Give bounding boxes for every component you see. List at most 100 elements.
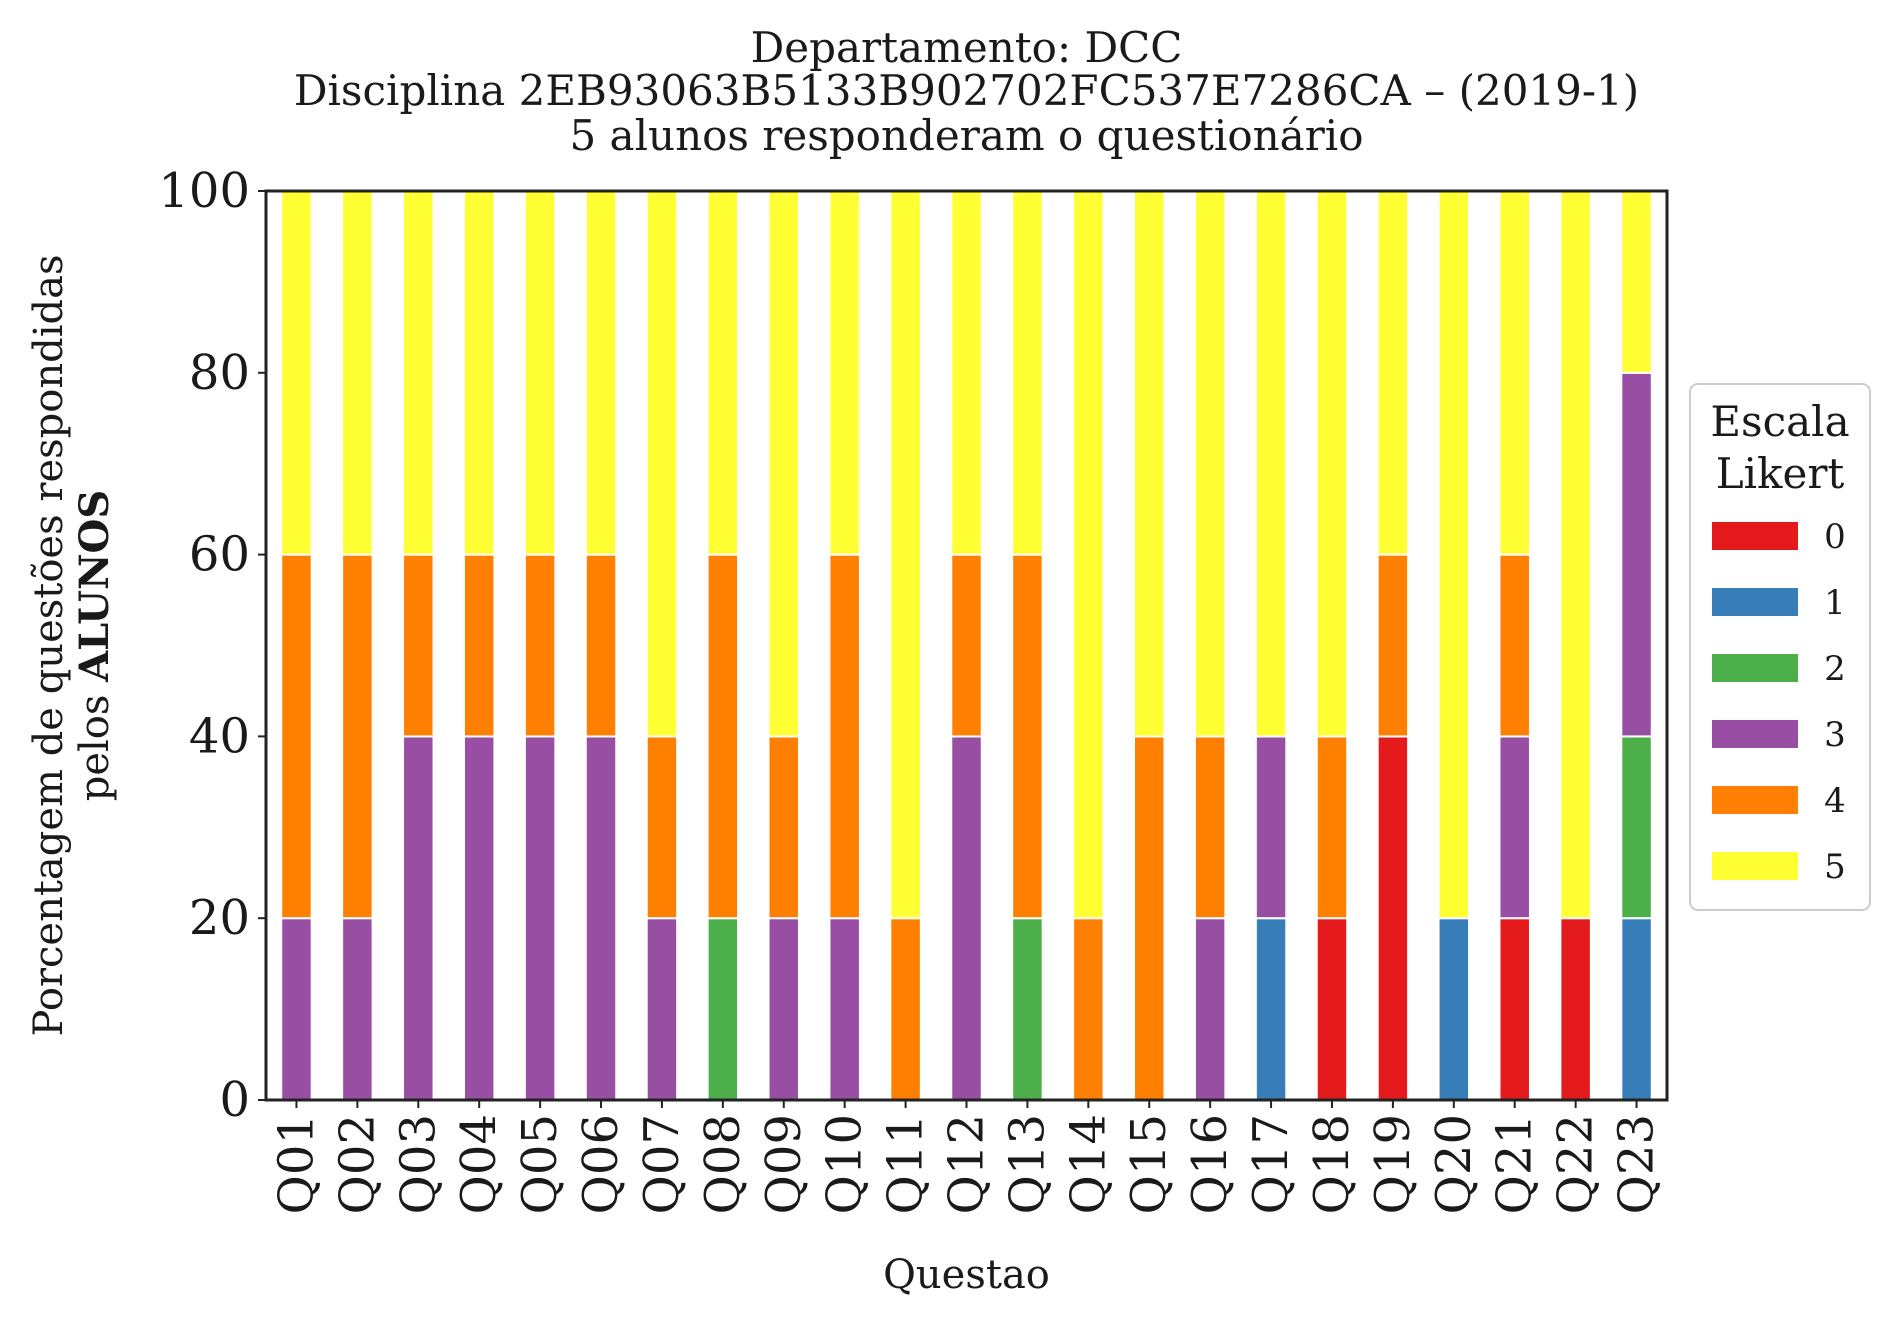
bar-Q04-scale-3: [462, 735, 496, 1102]
bars: [280, 190, 1653, 1102]
bar-Q04-scale-5: [462, 190, 496, 556]
bar-Q07-scale-3: [645, 917, 679, 1102]
bar-Q07-scale-4: [645, 735, 679, 920]
x-tick-label-Q13: Q13: [999, 1114, 1055, 1214]
bar-Q19-scale-4: [1376, 553, 1410, 738]
legend-title-line-2: Likert: [1716, 449, 1845, 498]
legend-swatch-4: [1712, 786, 1798, 814]
bar-Q10-scale-5: [828, 190, 861, 556]
bar-Q19-scale-5: [1376, 190, 1410, 556]
bar-Q14-scale-5: [1072, 190, 1105, 920]
legend-swatch-1: [1712, 588, 1798, 616]
x-tick-label-Q22: Q22: [1548, 1114, 1604, 1214]
bar-Q17-scale-5: [1254, 190, 1288, 738]
x-tick-label-Q21: Q21: [1487, 1114, 1543, 1214]
bar-Q23-scale-3: [1620, 371, 1653, 738]
bar-Q01-scale-4: [280, 553, 313, 920]
bar-Q15-scale-4: [1133, 735, 1166, 1102]
bar-Q22-scale-0: [1559, 917, 1592, 1102]
x-tick-label-Q16: Q16: [1182, 1114, 1238, 1214]
bar-Q16-scale-5: [1193, 190, 1227, 738]
bar-Q01-scale-5: [280, 190, 313, 556]
x-tick-label-Q15: Q15: [1121, 1114, 1177, 1214]
bar-Q19-scale-0: [1376, 735, 1410, 1102]
bar-Q13-scale-2: [1011, 917, 1044, 1102]
bar-Q23-scale-5: [1620, 190, 1653, 374]
bar-Q07-scale-5: [645, 190, 679, 738]
legend-swatch-0: [1712, 522, 1798, 550]
bar-Q11-scale-5: [889, 190, 922, 920]
bar-Q11-scale-4: [889, 917, 922, 1102]
bar-Q22-scale-5: [1559, 190, 1592, 920]
bar-Q12-scale-5: [950, 190, 983, 556]
legend-label-4: 4: [1824, 781, 1846, 821]
bar-Q17-scale-3: [1254, 735, 1288, 920]
x-axis-label: Questao: [883, 1252, 1050, 1298]
x-tick-label-Q06: Q06: [573, 1114, 629, 1214]
y-axis-label-line-1: Porcentagem de questões respondidas: [26, 255, 72, 1037]
x-tick-label-Q08: Q08: [695, 1114, 751, 1214]
x-tick-label-Q23: Q23: [1609, 1114, 1665, 1214]
bar-Q09-scale-5: [767, 190, 800, 738]
x-tick-label-Q02: Q02: [329, 1114, 385, 1214]
bar-Q03-scale-3: [402, 735, 435, 1102]
x-tick-label-Q20: Q20: [1426, 1114, 1482, 1214]
bar-Q23-scale-2: [1620, 735, 1653, 920]
x-tick-label-Q19: Q19: [1365, 1114, 1421, 1214]
bar-Q05-scale-4: [523, 553, 557, 738]
bar-Q08-scale-5: [706, 190, 740, 556]
bar-Q12-scale-4: [950, 553, 983, 738]
bar-Q06-scale-5: [584, 190, 618, 556]
bar-Q09-scale-4: [767, 735, 800, 920]
bar-Q02-scale-5: [341, 190, 374, 556]
bar-Q03-scale-4: [402, 553, 435, 738]
y-axis-label-bold: ALUNOS: [71, 490, 118, 683]
y-tick-label-80: 80: [189, 345, 250, 401]
bar-Q05-scale-3: [523, 735, 557, 1102]
title-line-3: 5 alunos responderam o questionário: [569, 111, 1363, 160]
bar-Q10-scale-4: [828, 553, 861, 920]
bar-Q08-scale-2: [706, 917, 740, 1102]
legend-swatch-5: [1712, 852, 1798, 880]
x-tick-label-Q12: Q12: [939, 1114, 995, 1214]
bar-Q10-scale-3: [828, 917, 861, 1102]
y-tick-label-60: 60: [189, 527, 250, 583]
x-tick-label-Q05: Q05: [512, 1114, 568, 1214]
bar-Q17-scale-1: [1254, 917, 1288, 1102]
legend-swatch-3: [1712, 720, 1798, 748]
legend-label-2: 2: [1824, 649, 1846, 689]
legend-label-0: 0: [1824, 517, 1846, 557]
bar-Q06-scale-4: [584, 553, 618, 738]
bar-Q21-scale-0: [1498, 917, 1531, 1102]
legend-label-5: 5: [1824, 847, 1846, 887]
bar-Q18-scale-5: [1315, 190, 1349, 738]
legend-label-1: 1: [1824, 583, 1846, 623]
bar-Q13-scale-5: [1011, 190, 1044, 556]
legend-label-3: 3: [1824, 715, 1846, 755]
legend-box: [1689, 383, 1871, 911]
bar-Q09-scale-3: [767, 917, 800, 1102]
bar-Q15-scale-5: [1133, 190, 1166, 738]
y-tick-label-40: 40: [189, 708, 250, 764]
y-tick-label-20: 20: [189, 890, 250, 946]
x-tick-label-Q18: Q18: [1304, 1114, 1360, 1214]
bar-Q02-scale-4: [341, 553, 374, 920]
x-tick-label-Q03: Q03: [390, 1114, 446, 1214]
bar-Q16-scale-3: [1193, 917, 1227, 1102]
bar-Q08-scale-4: [706, 553, 740, 920]
bar-Q16-scale-4: [1193, 735, 1227, 920]
bar-Q14-scale-4: [1072, 917, 1105, 1102]
x-tick-label-Q11: Q11: [878, 1114, 934, 1214]
y-tick-label-100: 100: [158, 163, 250, 219]
bar-Q02-scale-3: [341, 917, 374, 1102]
bar-Q04-scale-4: [462, 553, 496, 738]
x-tick-label-Q10: Q10: [817, 1114, 873, 1214]
bar-Q20-scale-1: [1437, 917, 1471, 1102]
bar-Q03-scale-5: [402, 190, 435, 556]
title-line-1: Departamento: DCC: [751, 23, 1183, 72]
bar-Q18-scale-4: [1315, 735, 1349, 920]
bar-Q18-scale-0: [1315, 917, 1349, 1102]
bar-Q13-scale-4: [1011, 553, 1044, 920]
